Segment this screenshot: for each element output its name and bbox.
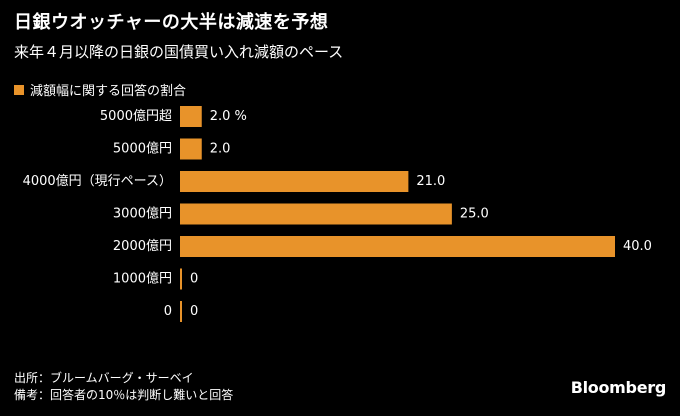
value-label: 21.0 bbox=[416, 174, 445, 189]
value-label: 2.0 bbox=[210, 142, 231, 157]
legend-swatch bbox=[14, 84, 24, 95]
source-text: 出所：ブルームバーグ・サーベイ bbox=[14, 371, 194, 385]
chart-subtitle: 来年４月以降の日銀の国債買い入れ減額のペース bbox=[14, 43, 344, 61]
category-label: 5000億円超 bbox=[100, 108, 172, 124]
bar bbox=[180, 203, 452, 225]
bar bbox=[180, 106, 202, 127]
bar bbox=[180, 171, 409, 192]
category-label: 5000億円 bbox=[113, 141, 172, 157]
bar bbox=[180, 268, 182, 290]
value-label: 0 bbox=[190, 304, 198, 319]
value-label: 2.0 % bbox=[210, 109, 247, 124]
note-text: 備考：回答者の10％は判断し難いと回答 bbox=[14, 388, 234, 402]
value-label: 0 bbox=[190, 272, 198, 287]
bar bbox=[180, 236, 615, 257]
bar bbox=[180, 301, 182, 322]
legend: 減額幅に関する回答の割合 bbox=[14, 80, 186, 99]
legend-label: 減額幅に関する回答の割合 bbox=[30, 84, 187, 99]
category-label: 2000億円 bbox=[113, 238, 172, 254]
chart-title: 日銀ウオッチャーの大半は減速を予想 bbox=[14, 12, 329, 33]
source-notes: 出所：ブルームバーグ・サーベイ 備考：回答者の10％は判断し難いと回答 bbox=[14, 370, 233, 404]
bar bbox=[180, 138, 202, 160]
value-label: 25.0 bbox=[460, 207, 489, 222]
bloomberg-logo: Bloomberg bbox=[570, 378, 667, 397]
category-label: 0 bbox=[164, 304, 172, 319]
category-label: 1000億円 bbox=[113, 271, 172, 287]
category-label: 3000億円 bbox=[113, 206, 172, 222]
category-label: 4000億円（現行ペース） bbox=[23, 173, 172, 189]
value-label: 40.0 bbox=[623, 239, 652, 254]
